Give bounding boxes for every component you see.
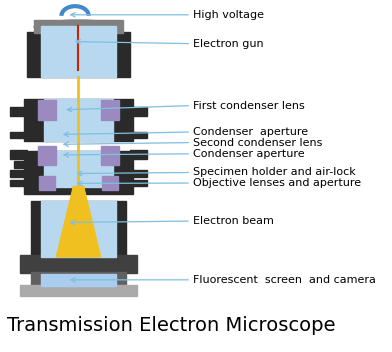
Text: Objective lenses and aperture: Objective lenses and aperture — [193, 178, 361, 188]
Bar — [14, 161, 27, 168]
Bar — [20, 255, 136, 273]
Bar — [126, 180, 147, 186]
Bar — [44, 99, 113, 141]
Bar — [41, 32, 116, 77]
Text: Electron gun: Electron gun — [193, 39, 263, 49]
Text: First condenser lens: First condenser lens — [193, 101, 305, 111]
Bar — [126, 170, 147, 177]
Bar — [20, 285, 136, 296]
Polygon shape — [56, 187, 101, 257]
Text: Second condenser lens: Second condenser lens — [193, 138, 322, 147]
Bar — [101, 100, 120, 120]
Text: Specimen holder and air-lock: Specimen holder and air-lock — [193, 168, 356, 177]
Bar — [130, 107, 147, 116]
Bar — [34, 20, 123, 33]
Text: Electron beam: Electron beam — [193, 216, 274, 226]
Bar — [31, 201, 126, 257]
Bar — [39, 176, 54, 190]
Bar — [10, 132, 27, 138]
Text: Transmission Electron Microscope: Transmission Electron Microscope — [7, 316, 335, 335]
Bar — [102, 176, 118, 190]
Bar — [41, 201, 116, 257]
Bar — [130, 132, 147, 138]
Text: Fluorescent  screen  and camera: Fluorescent screen and camera — [193, 275, 376, 285]
Bar — [10, 180, 31, 186]
Bar — [27, 32, 130, 77]
Text: Condenser aperture: Condenser aperture — [193, 149, 305, 159]
Bar — [31, 272, 126, 286]
Bar — [24, 99, 133, 141]
Bar — [38, 146, 56, 165]
Bar — [44, 151, 113, 187]
Text: Condenser  aperture: Condenser aperture — [193, 127, 308, 137]
Bar — [130, 150, 147, 159]
Bar — [38, 100, 56, 120]
Ellipse shape — [34, 20, 123, 33]
Text: High voltage: High voltage — [193, 10, 264, 20]
Bar — [24, 151, 133, 194]
Bar — [10, 170, 31, 177]
Bar — [10, 150, 27, 159]
Bar — [41, 26, 116, 33]
Bar — [10, 107, 27, 116]
Bar — [41, 274, 116, 286]
Bar — [101, 146, 120, 165]
